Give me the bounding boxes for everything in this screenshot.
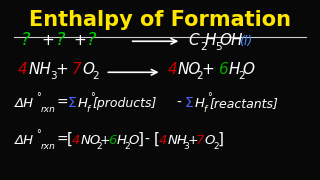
Text: 7: 7 bbox=[72, 62, 82, 77]
Text: NH: NH bbox=[28, 62, 51, 77]
Text: ΔH: ΔH bbox=[14, 134, 34, 147]
Text: Σ: Σ bbox=[68, 96, 76, 110]
Text: f: f bbox=[86, 105, 90, 114]
Text: [: [ bbox=[153, 132, 159, 147]
Text: ?: ? bbox=[20, 31, 30, 49]
Text: Enthalpy of Formation: Enthalpy of Formation bbox=[29, 10, 291, 30]
Text: (l): (l) bbox=[239, 35, 253, 48]
Text: 4: 4 bbox=[168, 62, 177, 77]
Text: +: + bbox=[188, 134, 198, 147]
Text: ]: ] bbox=[137, 132, 143, 147]
Text: +: + bbox=[100, 134, 111, 147]
Text: 3: 3 bbox=[50, 71, 57, 81]
Text: NO: NO bbox=[178, 62, 201, 77]
Text: 2: 2 bbox=[196, 71, 203, 81]
Text: 2: 2 bbox=[96, 142, 102, 151]
Text: H: H bbox=[195, 97, 205, 110]
Text: °: ° bbox=[36, 129, 41, 139]
Text: O: O bbox=[243, 62, 254, 77]
Text: Σ: Σ bbox=[185, 96, 194, 110]
Text: °: ° bbox=[207, 92, 212, 102]
Text: ?: ? bbox=[87, 31, 97, 49]
Text: rxn: rxn bbox=[40, 105, 55, 114]
Text: H: H bbox=[228, 62, 240, 77]
Text: 7: 7 bbox=[196, 134, 204, 147]
Text: 4: 4 bbox=[72, 134, 80, 147]
Text: 2: 2 bbox=[213, 142, 219, 151]
Text: NH: NH bbox=[167, 134, 187, 147]
Text: 6: 6 bbox=[108, 134, 117, 147]
Text: +: + bbox=[74, 33, 86, 48]
Text: 2: 2 bbox=[125, 142, 131, 151]
Text: H: H bbox=[205, 33, 216, 48]
Text: O: O bbox=[83, 62, 95, 77]
Text: OH: OH bbox=[219, 33, 243, 48]
Text: 2: 2 bbox=[200, 42, 207, 52]
Text: 4: 4 bbox=[159, 134, 167, 147]
Text: [reactants]: [reactants] bbox=[209, 97, 278, 110]
Text: rxn: rxn bbox=[40, 142, 55, 151]
Text: +: + bbox=[42, 33, 54, 48]
Text: [products]: [products] bbox=[93, 97, 157, 110]
Text: =: = bbox=[56, 133, 68, 147]
Text: NO: NO bbox=[81, 134, 101, 147]
Text: ]: ] bbox=[218, 132, 224, 147]
Text: 6: 6 bbox=[218, 62, 228, 77]
Text: +: + bbox=[201, 62, 214, 77]
Text: +: + bbox=[55, 62, 68, 77]
Text: °: ° bbox=[36, 92, 41, 102]
Text: 2: 2 bbox=[238, 71, 245, 81]
Text: 2: 2 bbox=[93, 71, 99, 81]
Text: °: ° bbox=[90, 92, 94, 102]
Text: 4: 4 bbox=[18, 62, 27, 77]
Text: C: C bbox=[189, 33, 199, 48]
Text: -: - bbox=[177, 96, 181, 110]
Text: H: H bbox=[77, 97, 88, 110]
Text: O: O bbox=[205, 134, 215, 147]
Text: H: H bbox=[117, 134, 127, 147]
Text: =: = bbox=[56, 96, 68, 110]
Text: 3: 3 bbox=[184, 142, 189, 151]
Text: ΔH: ΔH bbox=[14, 97, 34, 110]
Text: O: O bbox=[128, 134, 139, 147]
Text: [: [ bbox=[67, 132, 73, 147]
Text: ?: ? bbox=[55, 31, 65, 49]
Text: f: f bbox=[204, 105, 206, 114]
Text: 5: 5 bbox=[215, 42, 222, 52]
Text: -: - bbox=[145, 133, 150, 147]
